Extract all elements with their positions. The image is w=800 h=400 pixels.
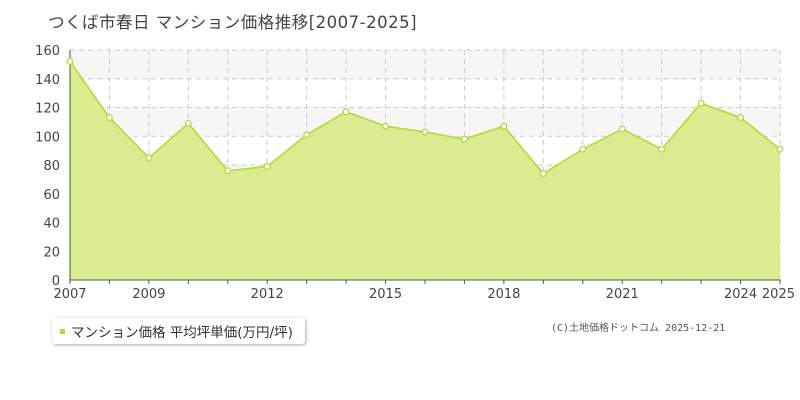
series-area (70, 61, 780, 280)
data-point (737, 114, 744, 121)
chart-area (69, 61, 781, 280)
y-tick-label: 20 (43, 245, 60, 260)
data-point (776, 145, 784, 153)
data-point (184, 119, 192, 127)
data-point (697, 99, 705, 107)
data-point (382, 122, 389, 130)
data-point (500, 122, 508, 130)
x-tick-label: 2024 (724, 287, 757, 300)
x-tick-labels: 2007 2009 2012 2015 2018 2021 2024 2025 (53, 287, 795, 300)
legend: マンション価格 平均坪単価(万円/坪) (52, 318, 305, 344)
data-point (145, 154, 153, 162)
x-tick-label: 2012 (251, 287, 284, 300)
y-tick-label: 140 (35, 73, 60, 88)
data-point (421, 128, 429, 136)
data-point (658, 145, 666, 153)
y-tick-label: 120 (35, 102, 60, 117)
y-tick-labels: 0 20 40 60 80 100 120 140 160 (35, 44, 60, 289)
page-title: つくば市春日 マンション価格推移[2007-2025] (48, 13, 418, 32)
y-tick-label: 60 (43, 188, 60, 203)
credit-text: (C)土地価格ドットコム 2025-12-21 (551, 323, 726, 334)
y-tick-label: 40 (43, 217, 60, 232)
x-tick-label: 2015 (369, 287, 402, 300)
data-point (66, 58, 74, 65)
y-tick-label: 80 (43, 159, 60, 174)
data-point (579, 145, 587, 153)
y-tick-label: 160 (35, 44, 60, 59)
x-tick-label: 2025 (762, 287, 795, 300)
data-point (224, 167, 232, 175)
data-point (461, 135, 468, 143)
chart-points (66, 58, 784, 178)
x-tick-label: 2007 (53, 287, 86, 300)
chart-axes (69, 50, 781, 284)
data-point (263, 163, 271, 170)
y-tick-label: 100 (35, 130, 60, 145)
legend-swatch (60, 328, 65, 334)
data-point (618, 125, 626, 133)
data-point (539, 170, 547, 178)
legend-label: マンション価格 平均坪単価(万円/坪) (71, 325, 293, 341)
x-tick-label: 2018 (487, 287, 520, 300)
x-tick-label: 2009 (132, 287, 165, 300)
data-point (303, 131, 311, 139)
y-tick-label: 0 (52, 274, 60, 289)
data-point (342, 108, 350, 116)
data-point (106, 114, 113, 121)
x-tick-label: 2021 (606, 287, 639, 300)
